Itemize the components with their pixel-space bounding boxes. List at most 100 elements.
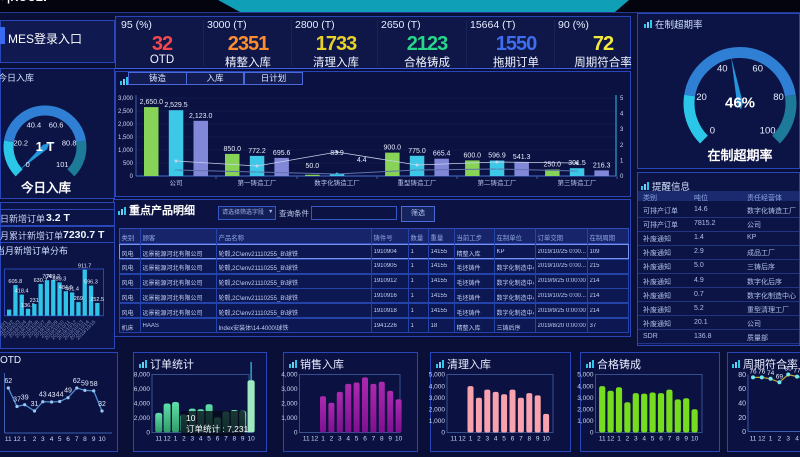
svg-text:0: 0 bbox=[620, 174, 624, 180]
svg-text:6: 6 bbox=[363, 436, 367, 443]
svg-text:0: 0 bbox=[742, 429, 746, 436]
svg-text:今日入库: 今日入库 bbox=[20, 180, 72, 195]
svg-text:100: 100 bbox=[760, 126, 776, 137]
svg-text:12: 12 bbox=[13, 436, 21, 443]
svg-text:9: 9 bbox=[92, 436, 96, 443]
svg-text:0: 0 bbox=[26, 160, 30, 169]
svg-text:69: 69 bbox=[776, 373, 784, 380]
svg-text:20: 20 bbox=[696, 92, 707, 103]
svg-text:4,000: 4,000 bbox=[429, 383, 446, 390]
svg-text:80: 80 bbox=[738, 372, 746, 379]
svg-text:80: 80 bbox=[785, 366, 793, 373]
svg-text:32: 32 bbox=[98, 401, 106, 408]
svg-text:31: 31 bbox=[31, 401, 39, 408]
svg-text:2: 2 bbox=[330, 436, 334, 443]
svg-text:1: 1 bbox=[174, 436, 178, 443]
svg-text:2: 2 bbox=[477, 436, 481, 443]
svg-text:4.4: 4.4 bbox=[357, 157, 367, 164]
svg-text:0: 0 bbox=[590, 430, 594, 437]
svg-text:12: 12 bbox=[163, 436, 171, 443]
svg-text:5: 5 bbox=[355, 436, 359, 443]
svg-text:10: 10 bbox=[247, 436, 255, 443]
svg-text:1,000: 1,000 bbox=[118, 148, 134, 154]
svg-text:605.8: 605.8 bbox=[8, 279, 22, 285]
svg-text:252.5: 252.5 bbox=[90, 297, 104, 303]
svg-text:49: 49 bbox=[64, 388, 72, 395]
svg-text:10: 10 bbox=[98, 436, 106, 443]
svg-text:596.3: 596.3 bbox=[84, 280, 98, 286]
svg-text:40.4: 40.4 bbox=[27, 121, 42, 130]
svg-text:2: 2 bbox=[778, 436, 782, 443]
svg-text:101: 101 bbox=[56, 160, 69, 169]
svg-text:0: 0 bbox=[130, 174, 134, 180]
svg-text:6: 6 bbox=[66, 436, 70, 443]
svg-text:1: 1 bbox=[769, 436, 773, 443]
svg-text:8: 8 bbox=[83, 436, 87, 443]
svg-text:3: 3 bbox=[338, 436, 342, 443]
svg-text:43: 43 bbox=[39, 392, 47, 399]
svg-text:7: 7 bbox=[519, 436, 523, 443]
svg-text:40: 40 bbox=[717, 63, 728, 74]
svg-text:418.4: 418.4 bbox=[15, 289, 29, 295]
svg-text:2: 2 bbox=[620, 143, 624, 149]
svg-text:0: 0 bbox=[710, 126, 715, 137]
svg-text:850.0: 850.0 bbox=[224, 146, 242, 153]
svg-text:3: 3 bbox=[786, 436, 790, 443]
svg-text:2: 2 bbox=[33, 436, 37, 443]
svg-text:20.2: 20.2 bbox=[13, 139, 28, 148]
svg-text:0: 0 bbox=[146, 430, 150, 437]
svg-text:3: 3 bbox=[620, 127, 624, 133]
svg-text:11: 11 bbox=[303, 436, 310, 443]
svg-text:12: 12 bbox=[607, 436, 615, 443]
svg-text:7: 7 bbox=[224, 436, 228, 443]
svg-text:2,000: 2,000 bbox=[429, 407, 446, 414]
svg-text:80.8: 80.8 bbox=[62, 139, 77, 148]
svg-text:4: 4 bbox=[346, 436, 350, 443]
svg-text:9: 9 bbox=[388, 436, 392, 443]
svg-text:10: 10 bbox=[691, 436, 699, 443]
svg-text:2,000: 2,000 bbox=[577, 407, 594, 414]
svg-text:9: 9 bbox=[536, 436, 540, 443]
svg-text:2,650.0: 2,650.0 bbox=[140, 99, 163, 106]
svg-text:11: 11 bbox=[599, 436, 606, 443]
svg-text:4,000: 4,000 bbox=[134, 401, 151, 408]
svg-text:10: 10 bbox=[186, 413, 196, 423]
svg-text:3: 3 bbox=[634, 436, 638, 443]
svg-text:6,000: 6,000 bbox=[134, 386, 151, 393]
svg-text:7: 7 bbox=[372, 436, 376, 443]
svg-text:3: 3 bbox=[485, 436, 489, 443]
svg-text:3,000: 3,000 bbox=[118, 96, 134, 102]
svg-text:11: 11 bbox=[5, 436, 12, 443]
svg-text:3: 3 bbox=[41, 436, 45, 443]
svg-text:1,000: 1,000 bbox=[281, 415, 298, 422]
svg-text:231: 231 bbox=[30, 298, 39, 304]
svg-text:2,000: 2,000 bbox=[134, 415, 151, 422]
svg-text:37: 37 bbox=[13, 397, 21, 404]
svg-text:第三铸造工厂: 第三铸造工厂 bbox=[558, 178, 598, 187]
svg-text:5: 5 bbox=[58, 436, 62, 443]
svg-text:665.4: 665.4 bbox=[433, 151, 451, 158]
svg-text:重型铸造工厂: 重型铸造工厂 bbox=[398, 178, 438, 187]
svg-text:2: 2 bbox=[626, 436, 630, 443]
svg-text:4: 4 bbox=[795, 436, 799, 443]
svg-text:76: 76 bbox=[749, 368, 757, 375]
svg-text:12: 12 bbox=[311, 436, 319, 443]
svg-text:5,000: 5,000 bbox=[429, 372, 446, 379]
svg-text:6: 6 bbox=[659, 436, 663, 443]
svg-text:43: 43 bbox=[48, 392, 56, 399]
svg-text:4: 4 bbox=[642, 436, 646, 443]
svg-text:6: 6 bbox=[511, 436, 515, 443]
svg-text:10: 10 bbox=[542, 436, 550, 443]
svg-text:50.0: 50.0 bbox=[305, 163, 319, 170]
svg-text:4,000: 4,000 bbox=[281, 372, 298, 379]
svg-text:7: 7 bbox=[668, 436, 672, 443]
svg-text:在制超期率: 在制超期率 bbox=[707, 148, 772, 163]
svg-text:1: 1 bbox=[620, 158, 624, 164]
svg-text:44: 44 bbox=[56, 392, 64, 399]
svg-text:911.7: 911.7 bbox=[78, 264, 91, 270]
svg-text:6: 6 bbox=[216, 436, 220, 443]
svg-text:900.0: 900.0 bbox=[384, 145, 402, 152]
svg-text:9: 9 bbox=[684, 436, 688, 443]
svg-text:596.9: 596.9 bbox=[488, 153, 506, 160]
svg-text:461.4: 461.4 bbox=[65, 286, 79, 292]
